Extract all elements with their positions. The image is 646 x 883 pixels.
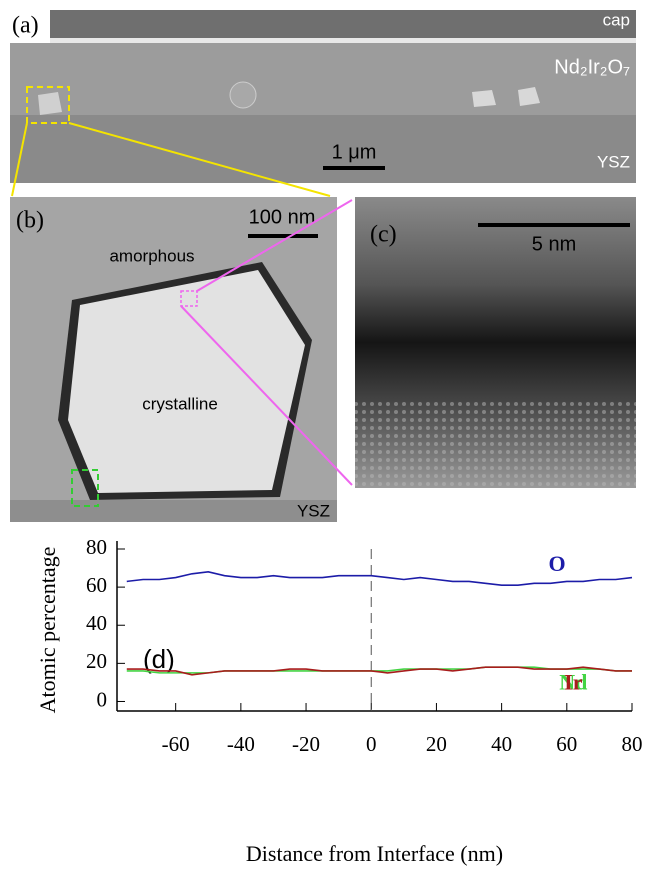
layer-label: Nd₂Ir₂O₇ xyxy=(554,56,630,78)
panel-label: (c) xyxy=(370,222,397,248)
x-tick-label: 60 xyxy=(556,732,577,756)
y-tick-label: 20 xyxy=(86,649,107,673)
chart: 0 20 40 60 80 -60 -40 -20 0 20 40 60 80 Distance from… xyxy=(35,535,642,866)
substrate-layer xyxy=(10,500,337,522)
x-tick-label: -60 xyxy=(162,732,190,756)
panel-label: (a) xyxy=(12,13,39,39)
panel-c: (c) 5 nm xyxy=(355,197,636,488)
scale-label: 5 nm xyxy=(532,233,576,255)
interface xyxy=(50,38,636,43)
panel-label: (b) xyxy=(16,208,44,234)
series-label: O xyxy=(548,551,565,576)
cap-layer xyxy=(10,10,636,40)
x-axis-title: Distance from Interface (nm) xyxy=(246,841,503,866)
x-tick-label: 0 xyxy=(366,732,377,756)
crystal xyxy=(68,270,305,493)
scale-label: 1 μm xyxy=(332,141,377,163)
crystal xyxy=(38,92,62,115)
panel-b: (b) 100 nm amorphous crystalline YSZ xyxy=(10,197,337,522)
layer-label: YSZ xyxy=(597,152,630,171)
substrate-layer xyxy=(10,115,636,183)
layer-label: cap xyxy=(603,10,630,29)
layer-label: YSZ xyxy=(297,501,330,520)
x-tick-label: -20 xyxy=(292,732,320,756)
panel-a: (a) cap Nd₂Ir₂O₇ 1 μm YSZ xyxy=(10,10,636,183)
lattice xyxy=(355,400,636,488)
y-tick-label: 80 xyxy=(86,535,107,559)
y-tick-label: 40 xyxy=(86,611,107,635)
scale-label: 100 nm xyxy=(249,206,316,228)
void xyxy=(230,82,256,108)
film-layer xyxy=(10,43,636,115)
region-label: amorphous xyxy=(109,246,194,265)
crystal xyxy=(472,90,496,107)
x-tick-label: 20 xyxy=(426,732,447,756)
y-tick-label: 60 xyxy=(86,573,107,597)
figure: (a) cap Nd₂Ir₂O₇ 1 μm YSZ (b) 100 nm amo… xyxy=(0,0,646,883)
series-label: Ir xyxy=(564,669,583,694)
x-tick-label: -40 xyxy=(227,732,255,756)
page: {"panels": { "a": {"label": "(a)", "cap"… xyxy=(0,0,646,883)
y-axis-title: Atomic percentage xyxy=(35,547,60,714)
y-tick-label: 0 xyxy=(97,687,108,711)
region-label: crystalline xyxy=(142,394,218,413)
x-tick-label: 40 xyxy=(491,732,512,756)
x-tick-label: 80 xyxy=(622,732,643,756)
